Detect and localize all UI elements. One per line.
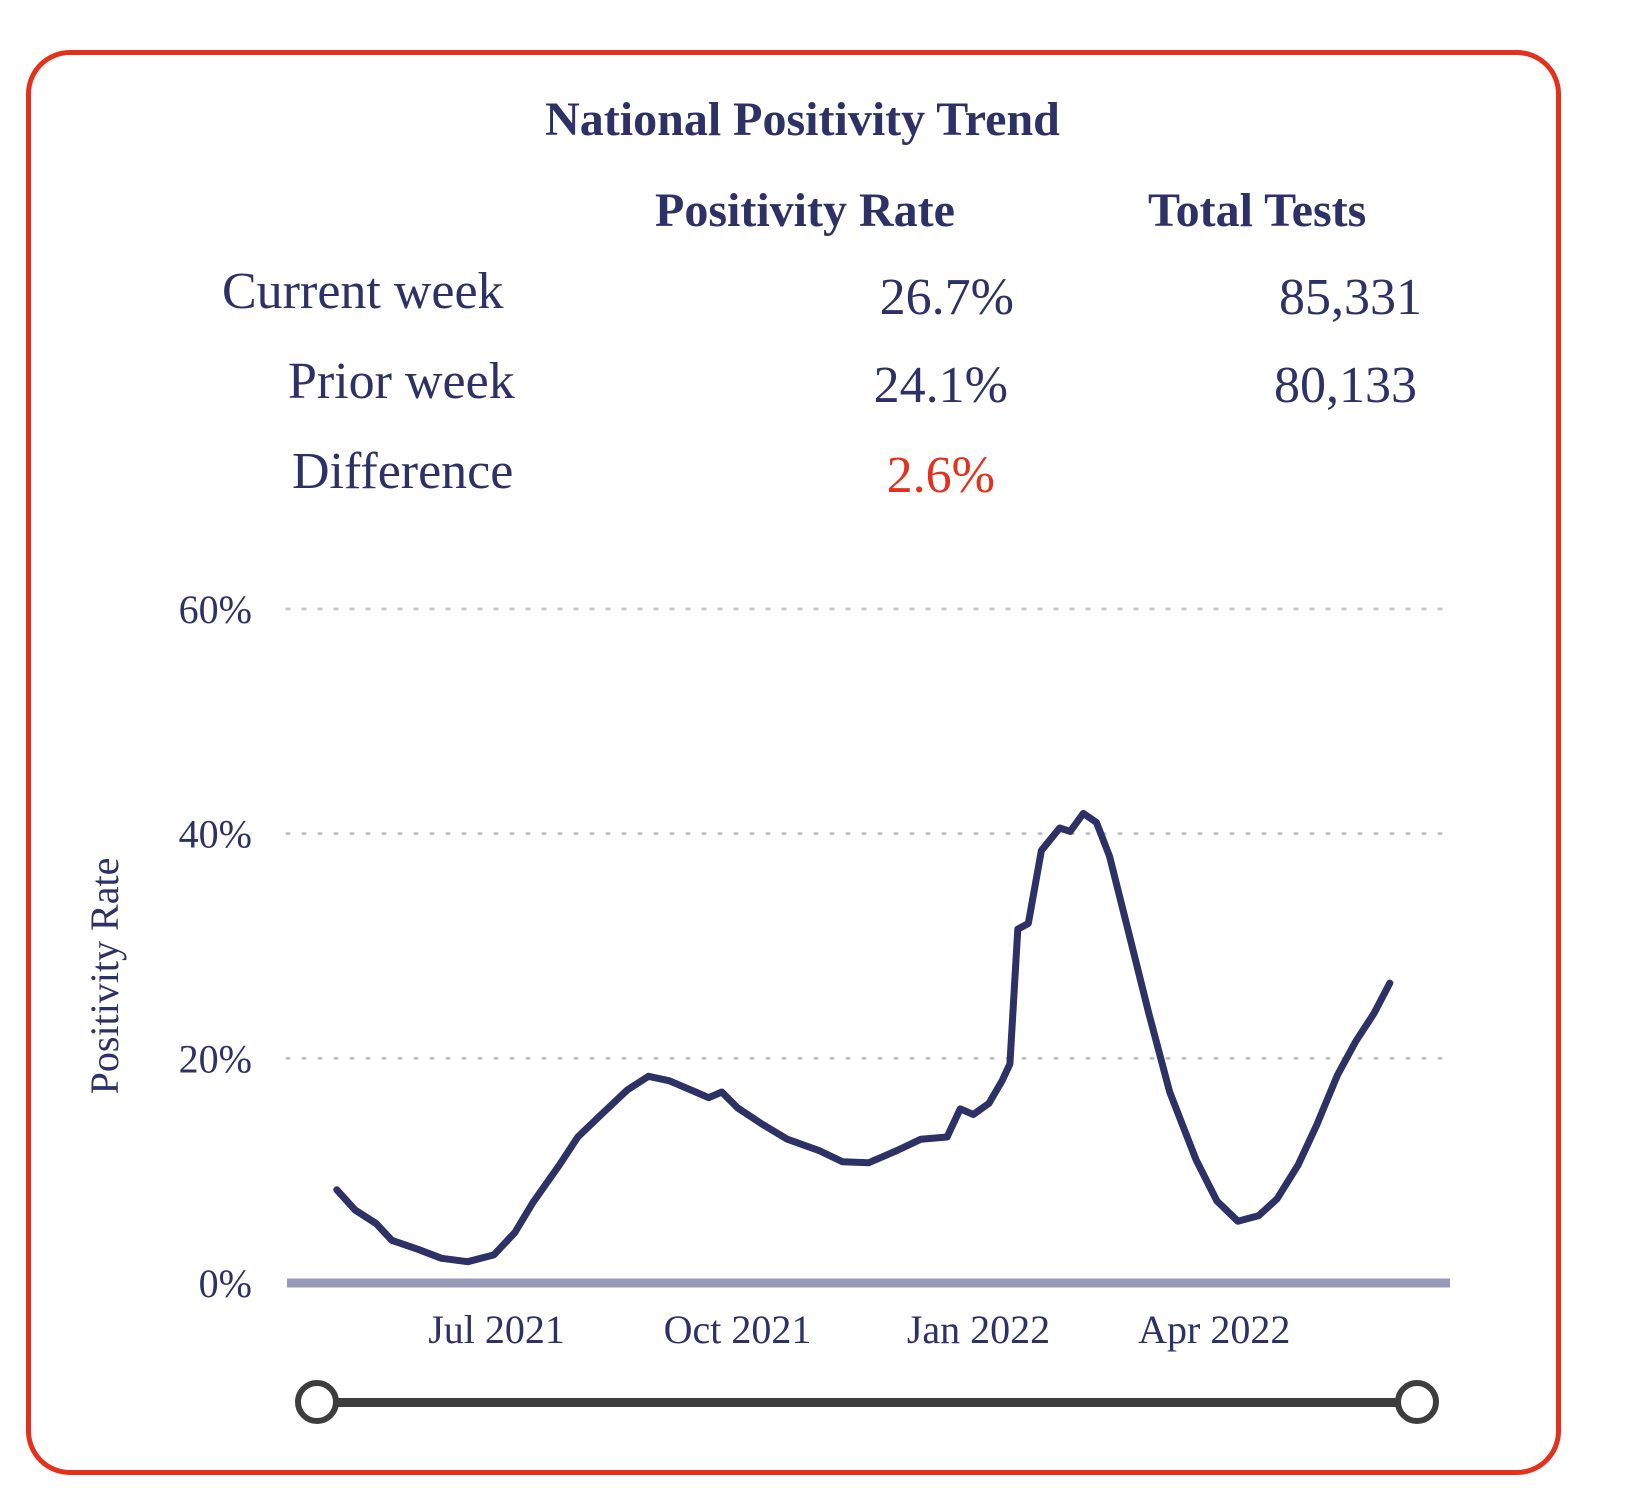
difference-rate: 2.6% [886, 447, 995, 504]
y-axis-ticks: 0% 20% 40% 60% [179, 587, 252, 1306]
current-week-tests: 85,331 [1279, 269, 1422, 326]
date-range-start-handle[interactable] [295, 1380, 339, 1424]
x-tick-label: Jul 2021 [428, 1307, 565, 1352]
prior-week-tests: 80,133 [1274, 357, 1417, 414]
y-tick-label: 0% [199, 1261, 252, 1306]
column-header-total-tests: Total Tests [1148, 184, 1367, 237]
date-range-slider-track[interactable] [318, 1398, 1418, 1407]
chart-card [26, 50, 1561, 1475]
current-week-rate: 26.7% [879, 269, 1014, 326]
row-label-current-week: Current week [222, 263, 504, 320]
series-line [333, 809, 1394, 1266]
chart-title: National Positivity Trend [545, 93, 1060, 146]
x-tick-label: Jan 2022 [907, 1307, 1050, 1352]
column-header-positivity-rate: Positivity Rate [655, 184, 955, 237]
y-axis-label: Positivity Rate [82, 858, 127, 1095]
y-tick-label: 60% [179, 587, 252, 632]
grid-lines [285, 607, 1452, 1060]
y-tick-label: 20% [179, 1036, 252, 1081]
y-tick-label: 40% [179, 812, 252, 857]
row-label-difference: Difference [292, 443, 514, 500]
row-label-prior-week: Prior week [288, 353, 515, 410]
x-tick-label: Oct 2021 [664, 1307, 812, 1352]
prior-week-rate: 24.1% [873, 357, 1008, 414]
date-range-end-handle[interactable] [1395, 1380, 1439, 1424]
x-tick-label: Apr 2022 [1138, 1307, 1290, 1352]
x-axis-ticks: Jul 2021 Oct 2021 Jan 2022 Apr 2022 [428, 1307, 1290, 1352]
